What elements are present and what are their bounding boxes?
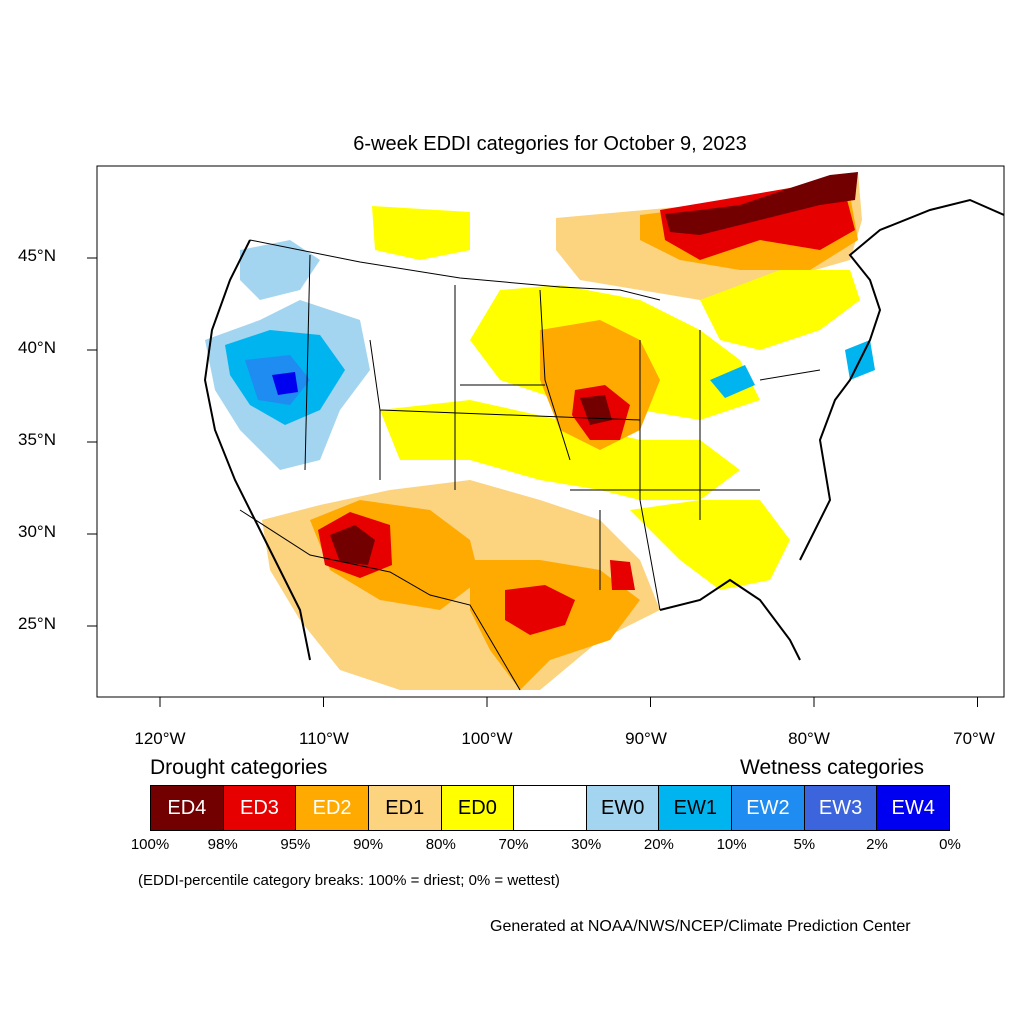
lon-label-110w: 110°W [299,729,349,748]
legend-cell-ew1: EW1 [659,786,733,830]
lon-label-80w: 80°W [788,729,830,748]
legend-colorbar: ED4 ED3 ED2 ED1 ED0 EW0 EW1 EW2 EW3 EW4 [150,785,950,831]
pct-0: 0% [939,836,961,853]
coastline [203,198,1004,661]
lon-label-120w: 120°W [134,729,186,748]
pct-90: 90% [353,836,384,853]
map-frame [96,165,1005,698]
lat-label-40: 40°N [18,338,56,357]
ed0-region-central [380,400,740,500]
legend-cell-ed1: ED1 [368,786,442,830]
legend-cell-ed0: ED0 [441,786,515,830]
ed4-region-ontario [665,172,858,235]
lon-label-70w: 70°W [953,729,995,748]
us-canada-border [249,239,661,301]
pct-70: 70% [498,836,529,853]
lat-label-25: 25°N [18,614,56,633]
pct-98: 98% [207,836,238,853]
us-mexico-border [239,509,521,691]
legend-cell-ew0: EW0 [586,786,660,830]
pct-10: 10% [716,836,747,853]
ed0-region-northeast [700,270,860,350]
category-note: (EDDI-percentile category breaks: 100% =… [138,872,560,889]
lat-label-35: 35°N [18,430,56,449]
lat-label-30: 30°N [18,522,56,541]
legend-cell-ed3: ED3 [223,786,297,830]
ed3-region-louisiana [610,560,635,590]
legend-cell-ed4: ED4 [151,786,224,830]
ed0-region-northern-plains [372,206,470,260]
credit-line: Generated at NOAA/NWS/NCEP/Climate Predi… [490,918,911,935]
pct-95: 95% [280,836,311,853]
boundaries [239,239,821,691]
lon-label-90w: 90°W [625,729,667,748]
legend-cell-ed2: ED2 [296,786,369,830]
legend-cell-ew4: EW4 [877,786,950,830]
pct-80: 80% [425,836,456,853]
map-title: 6-week EDDI categories for October 9, 20… [353,133,747,155]
drought-heading: Drought categories [150,756,328,779]
ed4-region-new-mexico [330,525,375,565]
pct-20: 20% [643,836,674,853]
wetness-heading: Wetness categories [740,756,925,779]
ed0-region-southeast [630,500,790,590]
ew1-region-lake-erie [710,365,755,398]
axis-ticks [87,257,978,707]
legend-cell-neutral [514,786,587,830]
lat-label-45: 45°N [18,246,56,265]
pct-5: 5% [793,836,816,853]
pct-2: 2% [866,836,888,853]
state-lines [304,254,821,611]
lon-label-100w: 100°W [461,729,513,748]
pct-30: 30% [571,836,602,853]
ed3-region-texas [505,585,575,635]
ew0-region-pacific-nw [240,240,320,300]
legend-percentiles: 100% 98% 95% 90% 80% 70% 30% 20% 10% 5% … [110,836,990,856]
legend-cell-ew3: EW3 [804,786,878,830]
legend-cell-ew2: EW2 [732,786,805,830]
ew4-region-utah [272,372,298,395]
pct-100: 100% [130,836,170,853]
